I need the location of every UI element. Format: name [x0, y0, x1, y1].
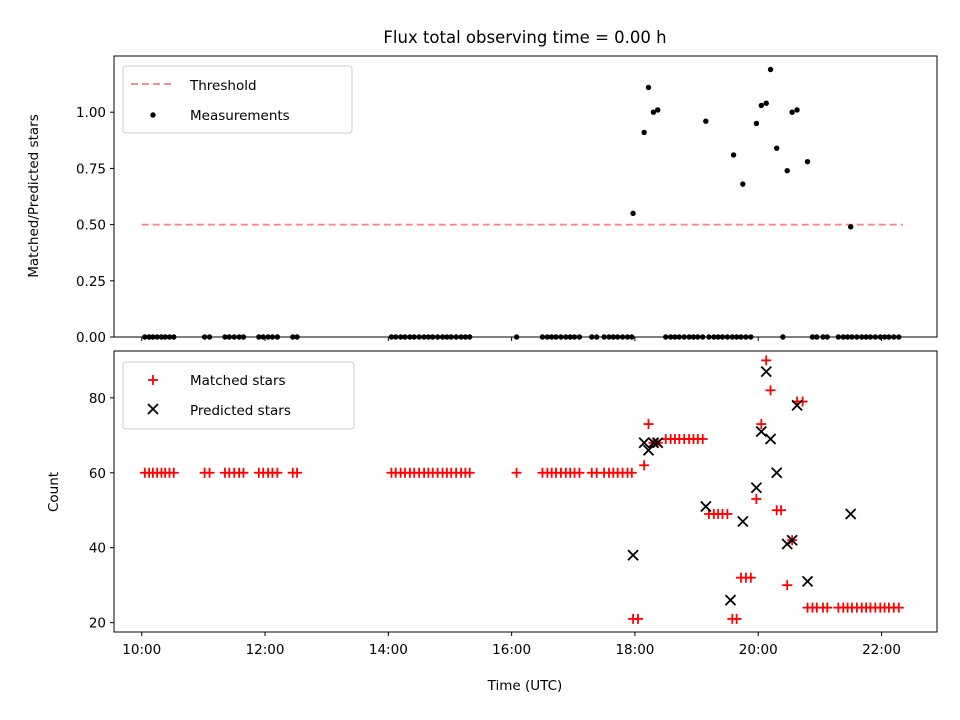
count-x-tick-label: 20:00: [739, 642, 778, 658]
predicted-star-marker: [724, 594, 737, 606]
measurement-point: [847, 224, 854, 230]
count-x-tick-label: 22:00: [862, 642, 901, 658]
predicted-star-marker: [627, 549, 639, 561]
predicted-star-marker: [801, 575, 814, 588]
chart-title: Flux total observing time = 0.00 h: [383, 28, 666, 47]
matched-star-marker: [168, 467, 179, 478]
predicted-star-marker: [642, 444, 655, 456]
matched-legend-label: Matched stars: [190, 373, 286, 389]
count-x-tick-label: 10:00: [122, 642, 161, 658]
count-legend-box: [122, 361, 355, 430]
measurement-point: [767, 66, 774, 73]
predicted-star-marker: [771, 467, 783, 479]
measurements-legend-swatch: [150, 112, 156, 118]
matched-star-marker: [204, 467, 215, 478]
count-y-tick-label: 80: [89, 391, 106, 407]
predicted-star-marker: [647, 437, 660, 449]
matched-star-marker: [464, 467, 475, 478]
count-y-tick-label: 20: [89, 616, 106, 632]
ratio-legend-box: [122, 65, 353, 134]
measurement-point: [804, 158, 811, 165]
matched-star-marker: [292, 467, 303, 478]
measurement-point: [794, 107, 800, 113]
matched-star-marker: [639, 460, 650, 471]
predicted-star-marker: [652, 437, 664, 449]
matched-star-marker: [761, 355, 772, 366]
measurement-point: [784, 167, 790, 174]
predicted-star-marker: [764, 433, 777, 445]
ratio-legend: Threshold Measurements: [122, 65, 353, 134]
matched-star-marker: [626, 467, 637, 478]
matched-star-marker: [797, 396, 808, 407]
predicted-star-marker: [638, 437, 650, 449]
count-axes-frame: [113, 350, 938, 633]
matched-star-marker: [511, 467, 522, 478]
count-x-tick-label: 16:00: [492, 642, 531, 658]
measurement-point: [645, 84, 652, 91]
measurement-point: [641, 129, 647, 136]
measurement-point: [789, 109, 795, 115]
ratio-y-tick-label: 1.00: [76, 105, 106, 121]
count-x-tick-label: 12:00: [246, 642, 285, 658]
matched-star-marker: [697, 434, 708, 445]
predicted-star-marker: [750, 482, 763, 494]
matched-star-marker: [272, 467, 283, 478]
matched-star-marker: [751, 493, 762, 504]
measurement-point: [630, 210, 636, 217]
predicted-star-marker: [845, 508, 857, 520]
predicted-star-marker: [755, 425, 767, 438]
measurement-point: [753, 120, 760, 127]
measurement-point: [758, 102, 765, 109]
ratio-y-tick-label: 0.00: [76, 330, 106, 346]
count-y-tick-label: 40: [89, 541, 106, 557]
count-panel: 20 40 60 80 10:00 12:00 14:00 16:00 18:00 20:00 22…: [46, 350, 938, 694]
matched-star-marker: [731, 613, 742, 624]
matched-star-marker: [745, 572, 756, 583]
ratio-y-tick-label: 0.75: [76, 161, 106, 177]
predicted-star-marker: [786, 534, 798, 546]
matched-star-marker: [238, 467, 249, 478]
count-x-tick-label: 14:00: [369, 642, 408, 658]
count-plot-area: [139, 355, 904, 624]
matched-star-marker: [765, 385, 776, 396]
predicted-legend-label: Predicted stars: [190, 403, 291, 419]
matched-star-marker: [643, 419, 654, 430]
matched-star-marker: [822, 602, 833, 613]
predicted-legend-swatch: [147, 403, 159, 415]
predicted-star-marker: [700, 500, 712, 513]
matched-star-marker: [893, 602, 904, 613]
measurement-point: [774, 145, 780, 151]
ratio-y-tick-label: 0.25: [76, 274, 106, 290]
count-y-tick-label: 60: [89, 466, 106, 482]
matched-star-marker: [574, 467, 585, 478]
ratio-panel: 0.00 0.25 0.50 0.75 1.00 Matched/Predicted s…: [26, 55, 938, 346]
ratio-y-tick-label: 0.50: [76, 218, 106, 234]
measurement-point: [763, 100, 769, 106]
measurement-point: [650, 109, 657, 115]
matched-star-marker: [633, 613, 644, 624]
measurements-legend-label: Measurements: [190, 108, 290, 124]
count-x-tick-label: 18:00: [615, 642, 654, 658]
threshold-legend-label: Threshold: [189, 78, 257, 94]
predicted-star-marker: [737, 515, 749, 528]
measurement-point: [703, 118, 709, 124]
predicted-star-marker: [791, 399, 803, 411]
matched-star-marker: [776, 505, 787, 516]
matched-star-marker: [782, 580, 793, 591]
count-axis-ticks: 20 40 60 80 10:00 12:00 14:00 16:00 18:00 20:00 22…: [89, 391, 901, 658]
x-axis-label: Time (UTC): [487, 678, 563, 694]
measurement-point: [655, 107, 661, 113]
matched-star-marker: [722, 508, 733, 519]
matched-star-marker: [756, 419, 767, 430]
matched-legend-swatch: [148, 375, 158, 385]
ratio-axes-frame: [113, 55, 938, 338]
predicted-star-marker: [760, 365, 772, 378]
ratio-y-axis-label: Matched/Predicted stars: [26, 114, 42, 277]
count-legend: Matched stars Predicted stars: [122, 361, 355, 430]
count-y-axis-label: Count: [46, 472, 62, 512]
measurement-point: [740, 181, 746, 187]
measurement-point: [730, 152, 737, 158]
